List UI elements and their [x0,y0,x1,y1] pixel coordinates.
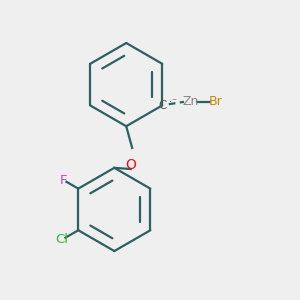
Text: F: F [60,173,67,187]
Text: C: C [158,99,166,112]
Text: O: O [125,158,136,172]
Text: Br: Br [209,95,223,108]
Text: Zn: Zn [182,95,199,108]
Text: Cl: Cl [55,233,68,246]
Text: ·⁻: ·⁻ [169,97,178,107]
